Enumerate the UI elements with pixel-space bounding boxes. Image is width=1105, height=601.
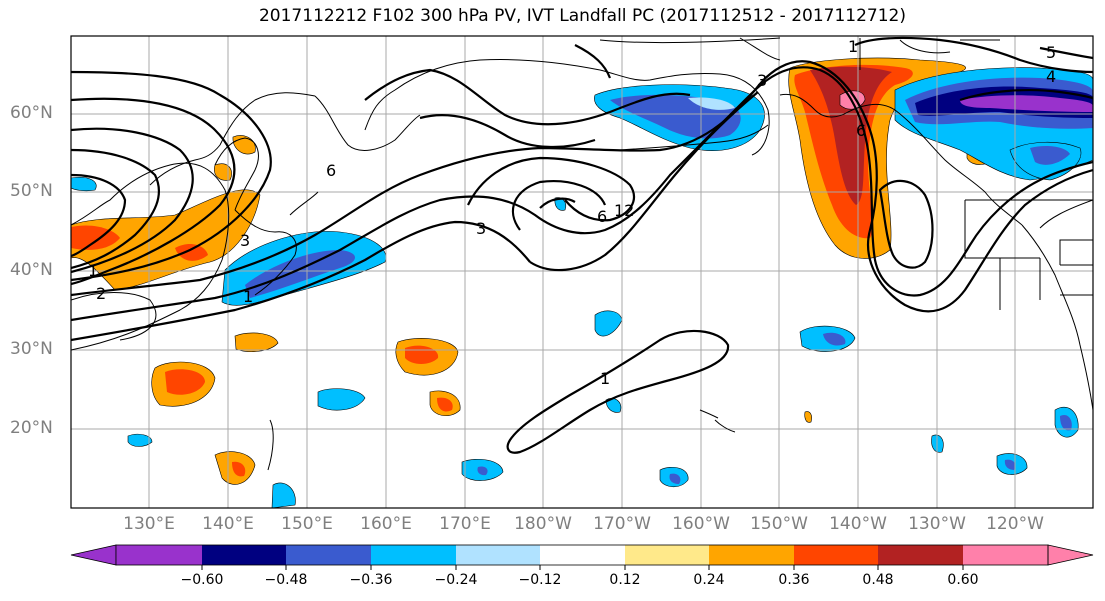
contour-label: 1	[88, 261, 98, 280]
coastlines	[71, 37, 1093, 471]
colorbar-tick-label: 0.36	[778, 572, 810, 588]
contour-label: 1	[243, 287, 253, 306]
contour-label: 3	[476, 219, 486, 238]
pv-shading	[71, 57, 1093, 508]
lon-label: 160°E	[360, 514, 412, 534]
colorbar-tick-label: 0.24	[693, 572, 725, 588]
lon-label: 140°E	[202, 514, 254, 534]
contour-label-group: 1 2 3 6 6 12 3 1 3 4 5 1 6 1	[88, 37, 1056, 388]
contour-label: 1	[600, 369, 610, 388]
colorbar-tick-label: −0.12	[518, 572, 562, 588]
colorbar-tick-label: 0.48	[862, 572, 894, 588]
lon-label: 150°E	[281, 514, 333, 534]
colorbar-tick-label: −0.48	[264, 572, 308, 588]
contour-label: 1	[848, 37, 858, 56]
contour-label: 3	[240, 231, 250, 250]
colorbar	[70, 544, 1094, 570]
contour-label: 6	[856, 121, 866, 140]
lat-label: 20°N	[10, 418, 53, 438]
colorbar-tick-label: 0.12	[609, 572, 641, 588]
ivt-contours	[71, 36, 1093, 454]
lon-label: 130°E	[123, 514, 175, 534]
graticule	[71, 36, 1093, 508]
colorbar-over-arrow	[1047, 544, 1094, 566]
lat-label: 50°N	[10, 181, 53, 201]
lon-label: 150°W	[750, 514, 808, 534]
contour-label: 12	[614, 201, 634, 220]
contour-label: 6	[597, 207, 607, 226]
colorbar-under-arrow	[70, 544, 117, 566]
colorbar-tick-label: 0.60	[947, 572, 979, 588]
contour-label: 6	[326, 161, 336, 180]
lon-label: 130°W	[908, 514, 966, 534]
lat-label: 60°N	[10, 103, 53, 123]
lon-label: 180°W	[514, 514, 572, 534]
lon-label: 120°W	[986, 514, 1044, 534]
lat-label: 40°N	[10, 260, 53, 280]
contour-label: 2	[96, 284, 106, 303]
contour-label: 3	[757, 71, 767, 90]
lon-label: 170°E	[439, 514, 491, 534]
contour-label: 5	[1046, 43, 1056, 62]
contour-label: 4	[1046, 67, 1056, 86]
lon-label: 160°W	[672, 514, 730, 534]
map-title: 2017112212 F102 300 hPa PV, IVT Landfall…	[258, 6, 906, 26]
colorbar-tick-label: −0.60	[180, 572, 224, 588]
lat-label: 30°N	[10, 339, 53, 359]
map-frame	[70, 35, 1094, 509]
colorbar-tick-label: −0.24	[434, 572, 478, 588]
colorbar-tick-label: −0.36	[349, 572, 393, 588]
lon-label: 140°W	[829, 514, 887, 534]
lon-label: 170°W	[593, 514, 651, 534]
